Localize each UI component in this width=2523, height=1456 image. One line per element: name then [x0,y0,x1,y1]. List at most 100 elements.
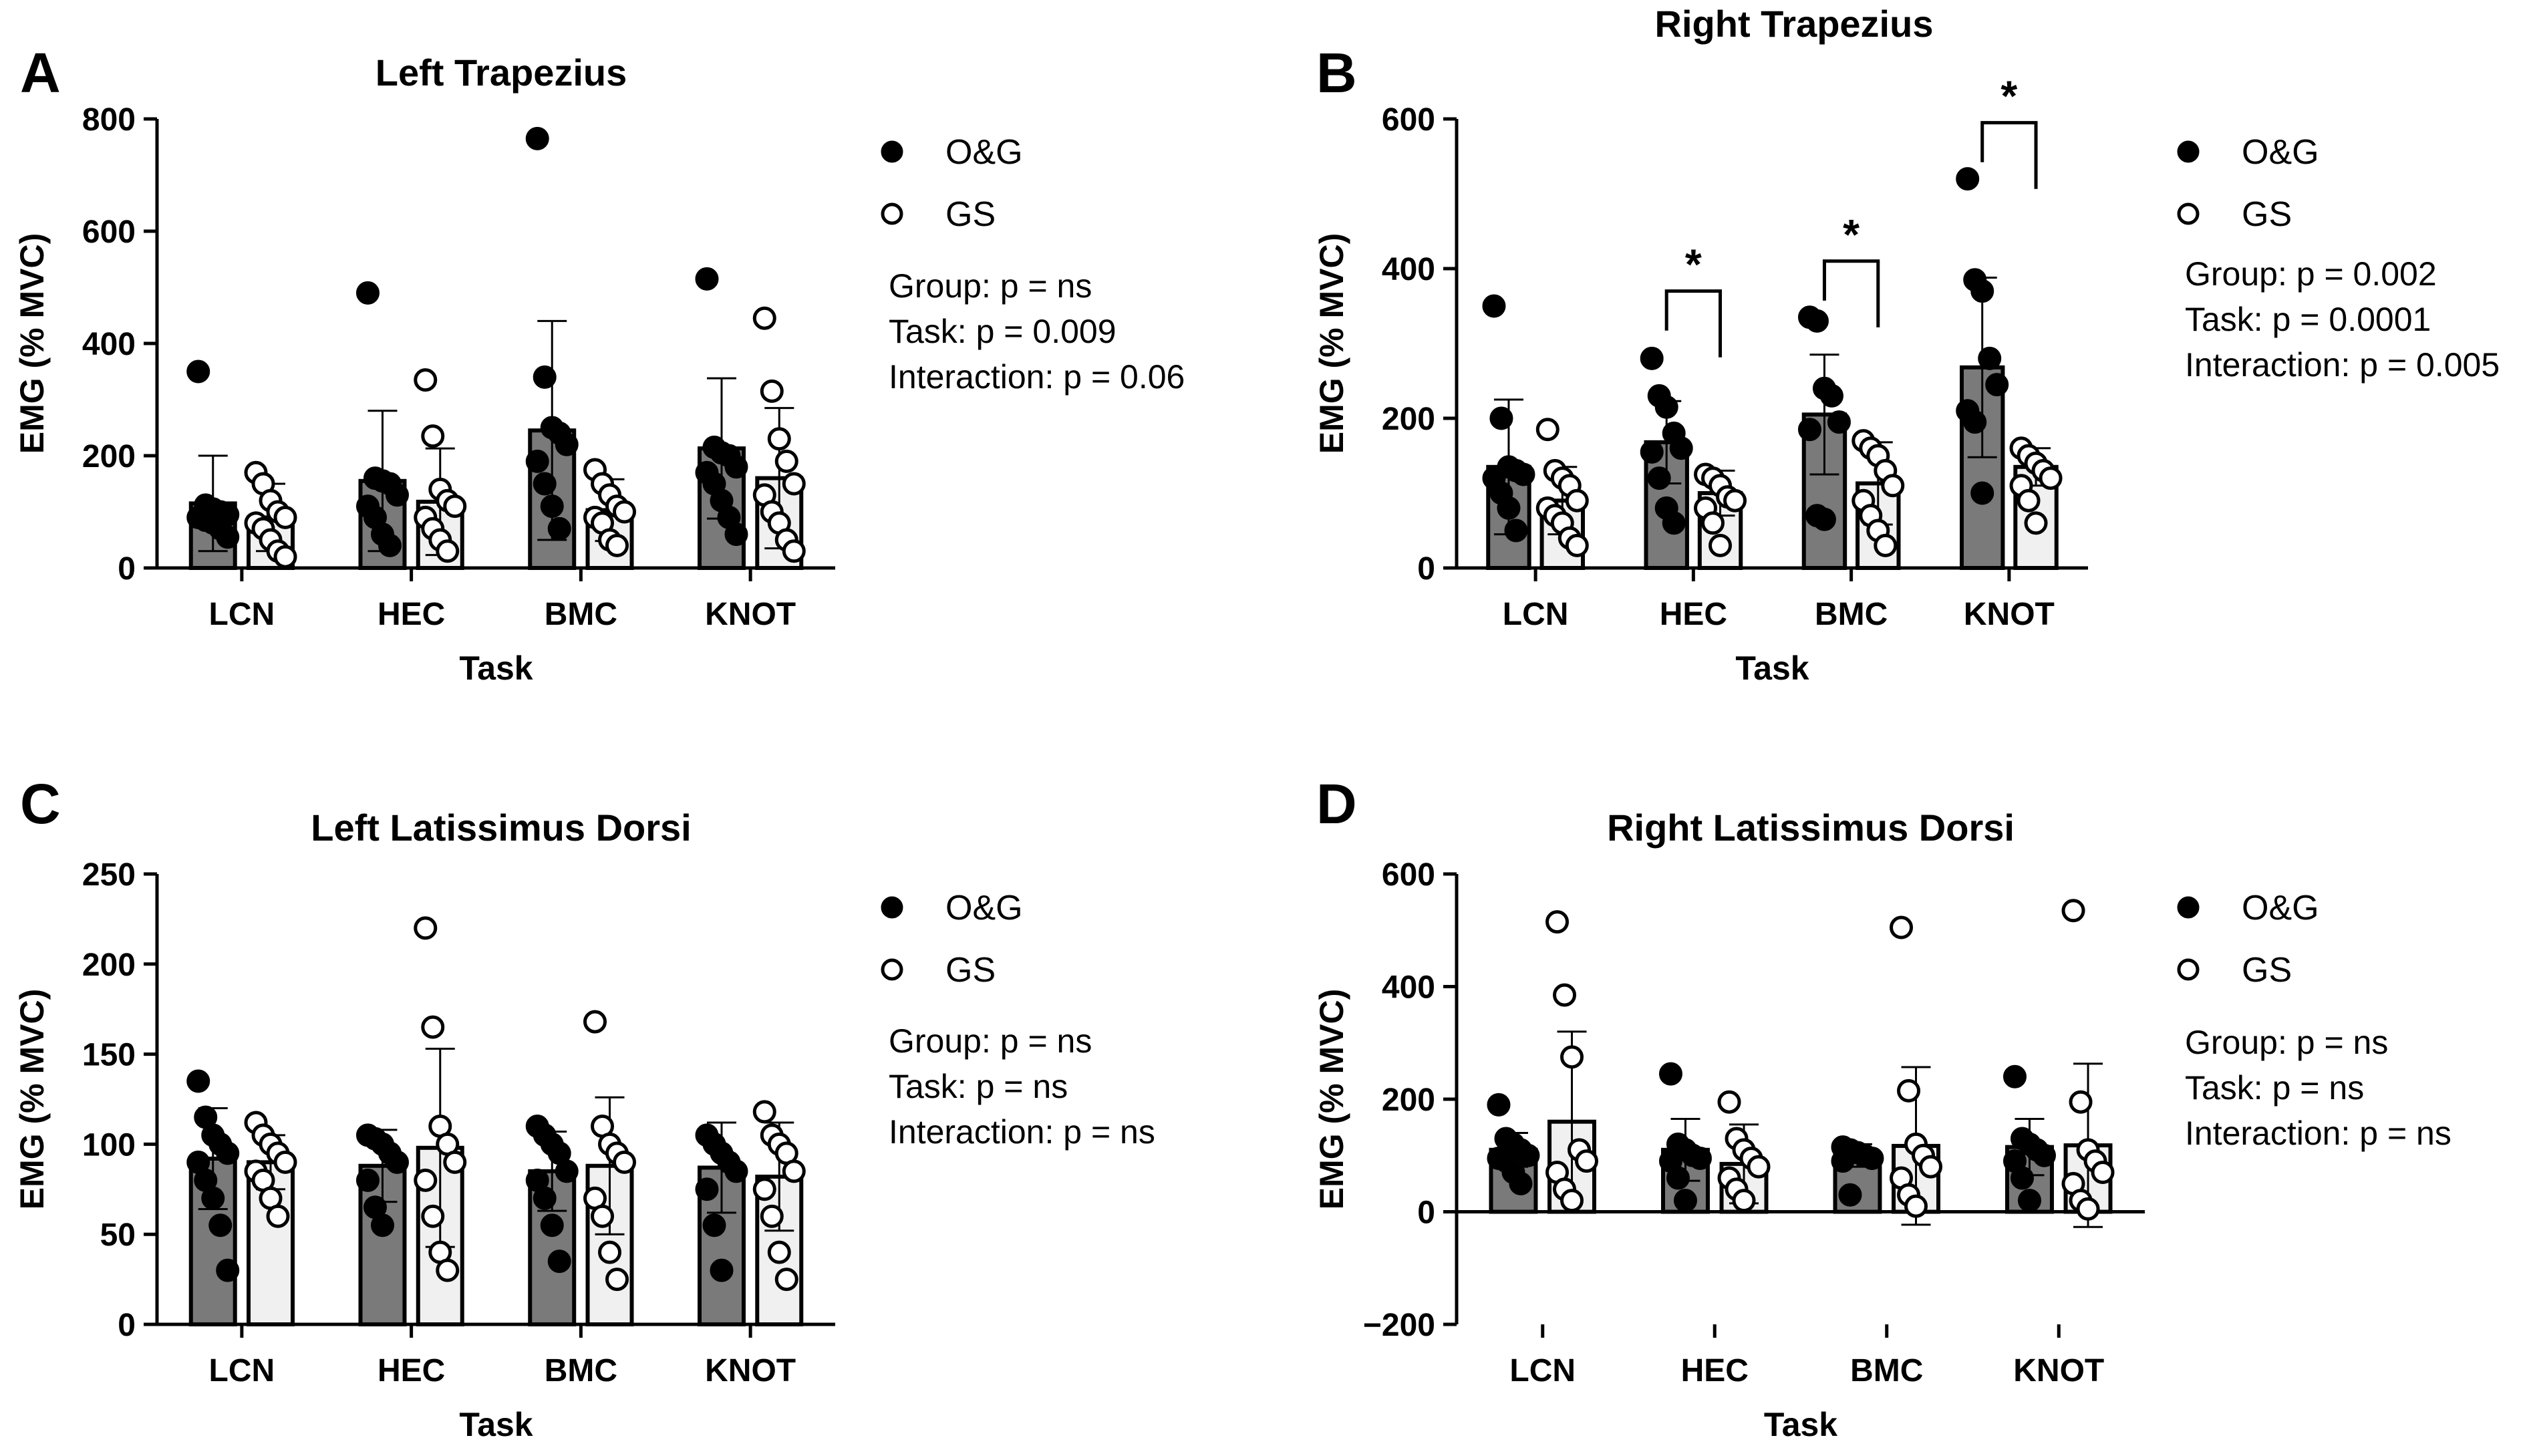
data-point-og [2017,1189,2041,1213]
data-point-og [533,472,557,496]
data-point-og [1970,279,1994,303]
data-point-gs [760,379,784,403]
data-point-gs [752,306,776,330]
y-axis-title: EMG (% MVC) [1313,989,1350,1210]
data-point-og [186,359,210,384]
data-point-og [525,449,549,473]
data-point-og [186,1069,210,1093]
x-tick-label: HEC [1681,1353,1749,1389]
data-point-gs [1747,1155,1771,1179]
data-point-gs [2076,1197,2100,1221]
x-tick-label: LCN [209,597,275,632]
panel-letter: A [20,41,61,104]
y-tick-label: 150 [82,1038,136,1073]
data-point-og [385,483,409,507]
data-point-gs [1553,983,1577,1007]
x-tick-label: KNOT [705,597,796,632]
data-point-gs [752,1177,776,1201]
data-point-og [1654,395,1678,419]
x-tick-label: KNOT [705,1353,796,1389]
data-point-gs [1723,488,1747,513]
data-point-gs [1560,1189,1584,1213]
legend-label-gs: GS [945,195,996,234]
data-point-og [216,1258,240,1282]
data-point-og [1956,167,1980,191]
data-point-gs [591,1204,615,1228]
stats-line: Task: p = ns [2185,1069,2364,1107]
y-tick-label: 200 [82,948,136,983]
x-tick-label: LCN [1509,1353,1576,1389]
data-point-og [1669,436,1693,460]
x-tick-label: KNOT [1964,597,2055,632]
x-tick-label: HEC [378,597,445,632]
data-point-og [1504,519,1528,543]
stats-line: Group: p = 0.002 [2185,255,2437,293]
data-point-og [1819,384,1843,408]
data-point-gs [1709,533,1733,557]
y-tick-label: 50 [100,1217,136,1253]
stats-line: Interaction: p = ns [889,1113,1155,1151]
data-point-og [1805,309,1829,333]
y-tick-label: 0 [1417,1195,1435,1231]
data-point-og [385,1150,409,1174]
data-point-og [1662,511,1686,535]
data-point-gs [2091,1161,2115,1185]
y-tick-label: 100 [82,1127,136,1163]
legend-marker-og [881,140,903,163]
data-point-og [1516,1143,1540,1167]
data-point-gs [1919,1155,1943,1179]
data-point-gs [767,427,791,451]
x-tick-label: HEC [1660,597,1727,632]
y-axis-title: EMG (% MVC) [13,989,51,1210]
data-point-og [1963,410,1987,434]
x-tick-label: KNOT [2013,1353,2104,1389]
data-point-og [724,1159,748,1183]
stats-line: Task: p = 0.0001 [2185,301,2431,338]
data-point-gs [767,1240,791,1264]
data-point-og [710,1258,734,1282]
y-tick-label: 600 [82,214,136,250]
x-tick-label: BMC [545,1353,617,1389]
stats-line: Task: p = 0.009 [889,313,1117,350]
data-point-gs [421,1015,445,1039]
data-point-gs [414,368,438,392]
data-point-gs [605,533,629,557]
data-point-gs [605,1268,629,1292]
y-tick-label: 0 [118,551,136,587]
data-point-og [540,1213,564,1237]
data-point-gs [421,1204,445,1228]
data-point-gs [1717,1090,1741,1114]
x-tick-label: BMC [1850,1353,1923,1389]
data-point-og [1489,406,1513,430]
chart-panel-b: B Right Trapezius 0 200 400 600 EMG (% MVC) LCN… [1313,3,2500,687]
data-point-og [1827,410,1851,434]
data-point-og [1511,462,1535,486]
data-point-gs [1874,533,1898,557]
data-point-gs [613,500,637,524]
data-point-gs [1565,533,1589,557]
significance-bracket [1980,121,2038,189]
data-point-gs [266,1204,290,1228]
data-point-og [1985,373,2009,397]
data-point-gs [2039,466,2063,490]
y-axis-title: EMG (% MVC) [1313,233,1350,454]
data-point-og [1970,481,1994,505]
data-point-gs [760,1204,784,1228]
data-point-gs [443,1150,467,1174]
data-point-gs [1881,474,1905,498]
y-axis-title: EMG (% MVC) [13,233,51,454]
data-point-gs [436,1258,460,1282]
data-point-og [1509,1171,1533,1195]
data-point-og [208,1213,233,1237]
chart-panel-c: C Left Latissimus Dorsi 0 50 100 150 200 250 EMG… [13,772,1155,1443]
data-point-gs [2024,511,2048,535]
y-tick-label: 0 [1417,551,1435,587]
data-point-og [1482,294,1506,318]
legend-marker-gs [881,958,903,981]
significance-bracket [1664,289,1723,357]
data-point-og [355,281,380,305]
data-point-gs [1565,488,1589,513]
data-point-og [378,533,402,557]
data-point-og [355,1168,380,1192]
